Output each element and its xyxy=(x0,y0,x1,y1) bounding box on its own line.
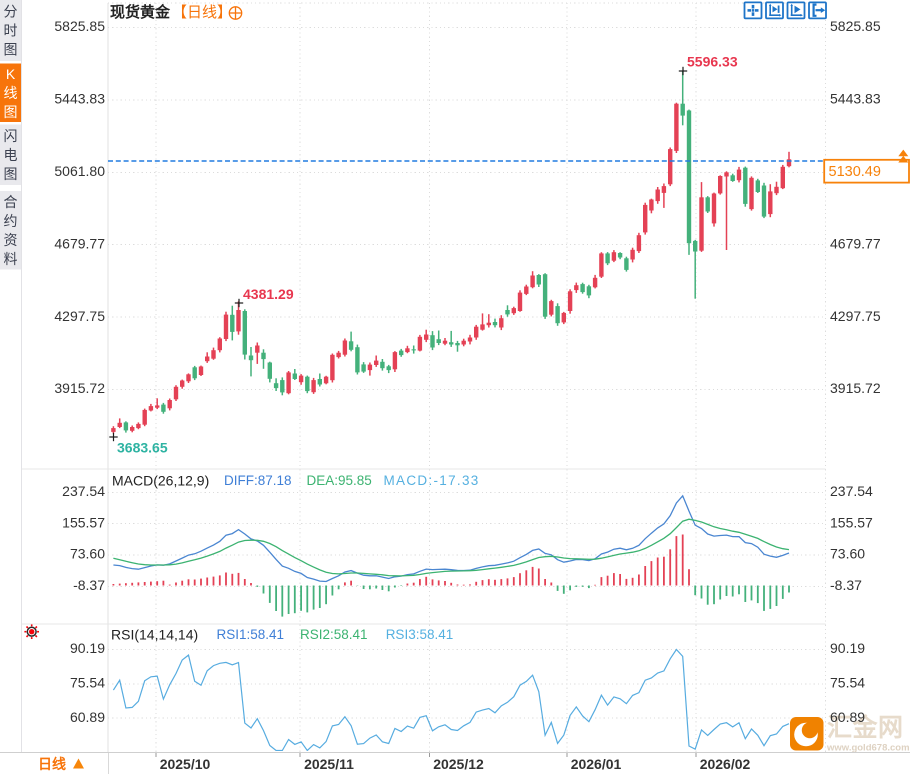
svg-text:75.54: 75.54 xyxy=(70,675,105,691)
svg-text:75.54: 75.54 xyxy=(830,675,865,691)
svg-text:约: 约 xyxy=(4,213,18,229)
svg-text:5061.80: 5061.80 xyxy=(54,163,105,179)
svg-text:3915.72: 3915.72 xyxy=(830,380,881,396)
svg-text:2025/12: 2025/12 xyxy=(433,756,484,772)
svg-text:闪: 闪 xyxy=(4,128,18,144)
svg-text:分: 分 xyxy=(4,4,18,20)
svg-text:4381.29: 4381.29 xyxy=(243,286,294,302)
svg-text:90.19: 90.19 xyxy=(70,640,105,656)
svg-text:73.60: 73.60 xyxy=(830,546,865,562)
svg-text:60.89: 60.89 xyxy=(70,709,105,725)
svg-text:155.57: 155.57 xyxy=(62,514,105,530)
svg-text:现货黄金: 现货黄金 xyxy=(110,3,171,21)
svg-text:4297.75: 4297.75 xyxy=(830,308,881,324)
svg-text:图: 图 xyxy=(4,104,18,120)
svg-text:电: 电 xyxy=(4,147,18,163)
svg-text:日线: 日线 xyxy=(38,756,66,772)
svg-text:【日线】: 【日线】 xyxy=(172,4,232,21)
svg-text:237.54: 237.54 xyxy=(830,483,873,499)
svg-text:MACD:-17.33: MACD:-17.33 xyxy=(384,473,480,488)
svg-text:料: 料 xyxy=(4,251,18,267)
svg-text:-8.37: -8.37 xyxy=(830,577,862,593)
svg-text:线: 线 xyxy=(4,85,18,101)
svg-text:5596.33: 5596.33 xyxy=(687,54,738,70)
svg-text:K: K xyxy=(6,66,16,82)
svg-text:5443.83: 5443.83 xyxy=(830,91,881,107)
svg-text:-8.37: -8.37 xyxy=(73,577,105,593)
svg-text:资: 资 xyxy=(4,232,18,248)
svg-text:2025/10: 2025/10 xyxy=(160,756,211,772)
svg-text:2025/11: 2025/11 xyxy=(304,756,354,772)
svg-text:90.19: 90.19 xyxy=(830,640,865,656)
svg-text:5825.85: 5825.85 xyxy=(54,18,105,34)
svg-text:4297.75: 4297.75 xyxy=(54,308,105,324)
svg-text:汇金网: 汇金网 xyxy=(827,713,904,742)
svg-text:2026/01: 2026/01 xyxy=(571,756,622,772)
svg-text:4679.77: 4679.77 xyxy=(54,235,105,251)
svg-text:3915.72: 3915.72 xyxy=(54,380,105,396)
svg-text:2026/02: 2026/02 xyxy=(700,756,751,772)
svg-text:5443.83: 5443.83 xyxy=(54,91,105,107)
svg-text:图: 图 xyxy=(4,42,18,58)
svg-text:RSI2:58.41: RSI2:58.41 xyxy=(300,627,368,642)
svg-text:60.89: 60.89 xyxy=(830,709,865,725)
svg-text:4679.77: 4679.77 xyxy=(830,235,881,251)
svg-text:www.gold678.com: www.gold678.com xyxy=(826,743,910,754)
svg-text:时: 时 xyxy=(4,23,18,39)
svg-text:DIFF:87.18: DIFF:87.18 xyxy=(224,473,292,488)
svg-text:3683.65: 3683.65 xyxy=(117,440,168,456)
svg-text:5825.85: 5825.85 xyxy=(830,18,881,34)
svg-text:MACD(26,12,9): MACD(26,12,9) xyxy=(112,473,209,489)
svg-text:5130.49: 5130.49 xyxy=(829,164,881,180)
svg-text:合: 合 xyxy=(4,194,18,210)
svg-text:RSI1:58.41: RSI1:58.41 xyxy=(217,627,285,642)
svg-text:237.54: 237.54 xyxy=(62,483,105,499)
svg-text:155.57: 155.57 xyxy=(830,514,873,530)
svg-text:73.60: 73.60 xyxy=(70,546,105,562)
svg-text:DEA:95.85: DEA:95.85 xyxy=(307,473,372,488)
svg-text:RSI3:58.41: RSI3:58.41 xyxy=(386,627,454,642)
svg-text:RSI(14,14,14): RSI(14,14,14) xyxy=(111,627,198,643)
svg-text:图: 图 xyxy=(4,166,18,182)
